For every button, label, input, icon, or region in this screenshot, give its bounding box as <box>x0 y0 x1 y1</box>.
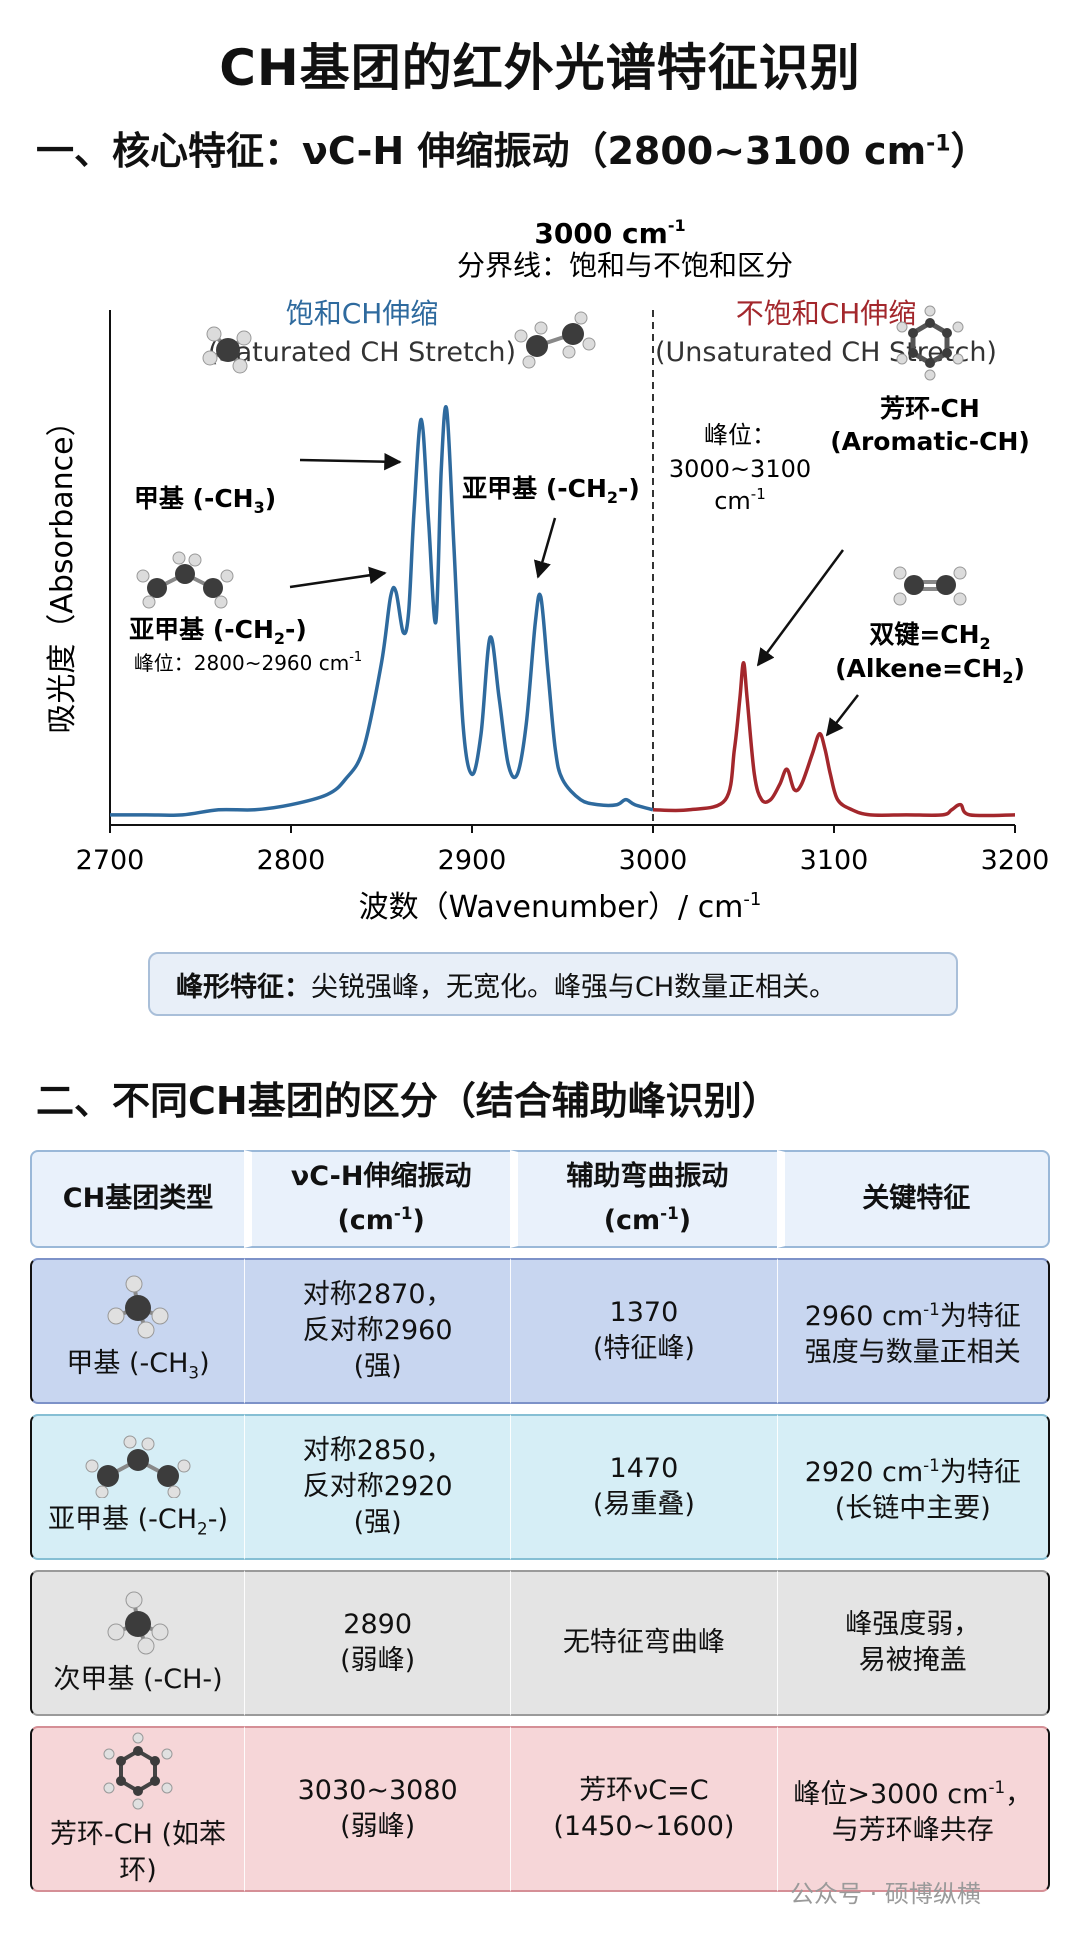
benzene-molecule-icon <box>896 305 964 381</box>
section2-title: 二、不同CH基团的区分（结合辅助峰识别） <box>36 1079 780 1123</box>
header-stretch: νC-H伸缩振动 (cm-1) <box>244 1150 511 1248</box>
arrow-aromatic <box>756 549 845 667</box>
saturated-series-line <box>109 405 654 817</box>
annotation-alkene-cn: 双键=CH2 <box>869 620 990 653</box>
methyl-molecule-icon <box>202 326 252 374</box>
key-cell-aromatic: 峰位>3000 cm-1， 与芳环峰共存 <box>776 1726 1050 1892</box>
arrow-methylene-left <box>289 566 387 589</box>
stretch-cell-methylene: 对称2850， 反对称2920 (强) <box>244 1414 511 1560</box>
arrow-methyl <box>299 452 402 471</box>
ethane-molecule-icon <box>514 311 596 369</box>
table-row: 亚甲基 (-CH2-) 对称2850， 反对称2920 (强) 1470 (易重叠) … <box>30 1414 1050 1560</box>
table-row: 次甲基 (-CH-) 2890 (弱峰) 无特征弯曲峰 峰强度弱， 易被掩盖 <box>30 1570 1050 1716</box>
section1-title: 一、核心特征：νC-H 伸缩振动（2800~3100 cm-1） <box>36 129 989 173</box>
annotation-alkene-en: (Alkene=CH2) <box>835 654 1025 687</box>
annotation-methylene-range: 峰位：2800~2960 cm-1 <box>134 650 362 675</box>
bend-cell-methyl: 1370 (特征峰) <box>510 1258 777 1404</box>
group-cell-methine: 次甲基 (-CH-) <box>30 1570 245 1716</box>
bend-cell-methine: 无特征弯曲峰 <box>510 1570 777 1716</box>
y-axis-label: 吸光度（Absorbance） <box>45 406 80 733</box>
x-tick-label: 2700 <box>76 845 145 876</box>
propane-molecule-icon <box>85 1435 191 1498</box>
stretch-cell-aromatic: 3030~3080 (弱峰) <box>244 1726 511 1892</box>
peak-shape-note: 峰形特征： 尖锐强峰，无宽化。峰强与CH数量正相关。 <box>148 952 958 1016</box>
stretch-cell-methyl: 对称2870， 反对称2960 (强) <box>244 1258 511 1404</box>
x-tick-label: 3100 <box>800 845 869 876</box>
annotation-aromatic-en: (Aromatic-CH) <box>830 427 1030 456</box>
unsaturated-label-cn: 不饱和CH伸缩 <box>736 297 917 330</box>
table-row: 芳环-CH (如苯环) 3030~3080 (弱峰) 芳环νC=C (1450~16… <box>30 1726 1050 1892</box>
arrow-methylene-right <box>533 517 557 579</box>
x-axis-label: 波数（Wavenumber）/ cm-1 <box>359 889 762 925</box>
methyl-molecule-icon <box>107 1275 169 1339</box>
arrow-alkene <box>825 694 859 737</box>
annotation-methyl: 甲基 (-CH3) <box>134 484 276 517</box>
header-group-type: CH基团类型 <box>30 1150 245 1248</box>
bend-cell-aromatic: 芳环νC=C (1450~1600) <box>510 1726 777 1892</box>
spectrum-lines <box>109 405 1016 818</box>
ch-group-table: CH基团类型 νC-H伸缩振动 (cm-1) 辅助弯曲振动 (cm-1) 关键特征 … <box>30 1140 1050 1902</box>
unsaturated-series-line <box>652 661 1016 818</box>
annotation-methylene-left: 亚甲基 (-CH2-) <box>129 615 307 648</box>
alkene-molecule-icon <box>893 566 967 606</box>
group-cell-methyl: 甲基 (-CH3) <box>30 1258 245 1404</box>
propane-molecule-icon <box>136 551 234 609</box>
x-tick-label: 3200 <box>981 845 1050 876</box>
saturated-label-en: (Saturated CH Stretch) <box>208 337 516 368</box>
divider-label-text: 分界线：饱和与不饱和区分 <box>457 249 793 282</box>
ir-spectrum-chart: 3000 cm-1 分界线：饱和与不饱和区分 饱和CH伸缩 (Saturated… <box>45 216 1050 925</box>
annotation-peak-pos-range: 3000~3100 <box>669 455 811 483</box>
annotation-aromatic-cn: 芳环-CH <box>880 394 980 423</box>
table-header-row: CH基团类型 νC-H伸缩振动 (cm-1) 辅助弯曲振动 (cm-1) 关键特征 <box>30 1150 1050 1248</box>
methine-molecule-icon <box>107 1591 169 1655</box>
stretch-cell-methine: 2890 (弱峰) <box>244 1570 511 1716</box>
x-tick-label: 2800 <box>257 845 326 876</box>
page-title: CH基团的红外光谱特征识别 <box>219 39 861 97</box>
annotation-peak-pos-unit: cm-1 <box>714 485 766 515</box>
header-key-feature: 关键特征 <box>776 1150 1050 1248</box>
group-cell-aromatic: 芳环-CH (如苯环) <box>30 1726 245 1892</box>
saturated-label-cn: 饱和CH伸缩 <box>286 297 439 330</box>
group-cell-methylene: 亚甲基 (-CH2-) <box>30 1414 245 1560</box>
key-cell-methyl: 2960 cm-1为特征 强度与数量正相关 <box>776 1258 1050 1404</box>
divider-label-value: 3000 cm-1 <box>534 216 685 250</box>
watermark: 公众号 · 硕博纵横 <box>790 1880 981 1908</box>
key-cell-methine: 峰强度弱， 易被掩盖 <box>776 1570 1050 1716</box>
unsaturated-label-en: (Unsaturated CH Stretch) <box>655 337 997 368</box>
bend-cell-methylene: 1470 (易重叠) <box>510 1414 777 1560</box>
annotation-peak-pos-label: 峰位： <box>704 421 776 449</box>
key-cell-methylene: 2920 cm-1为特征 (长链中主要) <box>776 1414 1050 1560</box>
x-tick-labels: 2700 2800 2900 3000 3100 3200 <box>76 825 1050 876</box>
table-row: 甲基 (-CH3) 对称2870， 反对称2960 (强) 1370 (特征峰) 29… <box>30 1258 1050 1404</box>
x-tick-label: 2900 <box>438 845 507 876</box>
header-bend: 辅助弯曲振动 (cm-1) <box>510 1150 777 1248</box>
annotation-methylene-right: 亚甲基 (-CH2-) <box>462 474 640 507</box>
x-tick-label: 3000 <box>619 845 688 876</box>
benzene-molecule-icon <box>103 1732 173 1810</box>
